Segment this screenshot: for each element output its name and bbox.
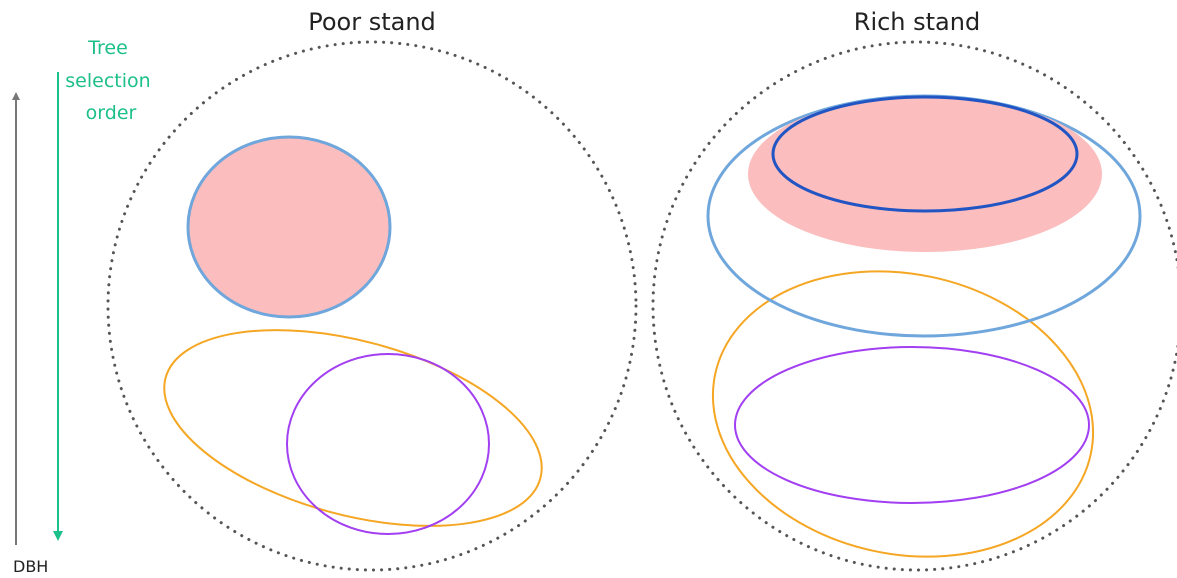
rich-stand-pink-ellipse (748, 96, 1102, 252)
selection-label-line-3: order (86, 102, 137, 124)
poor-stand-pink-blue-circle (186, 135, 392, 319)
poor-stand-boundary (106, 40, 638, 572)
rich-stand-boundary (651, 40, 1177, 572)
poor-stand-purple-circle (286, 353, 490, 535)
selection-label-line-1: Tree (87, 37, 128, 59)
poor-stand-orange-ellipse (163, 329, 543, 527)
rich-stand-purple-ellipse (734, 346, 1090, 504)
rich-stand-orange-ellipse (711, 270, 1095, 558)
rich-stand-title: Rich stand (854, 8, 980, 36)
selection-label-line-2: selection (65, 70, 150, 92)
poor-stand-title: Poor stand (308, 8, 436, 36)
dbh-label: DBH (13, 557, 48, 576)
selection-order-label: Tree selection order (65, 37, 156, 124)
rich-stand-dark-blue-ellipse (771, 95, 1079, 213)
